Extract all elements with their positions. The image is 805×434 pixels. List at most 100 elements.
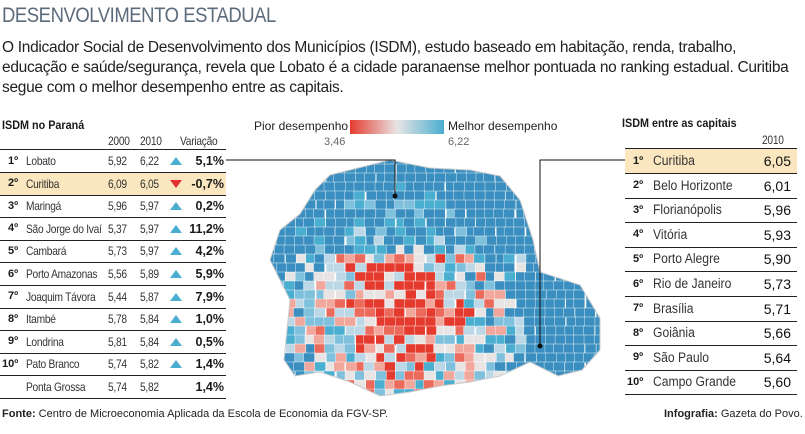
rank: 4º <box>8 222 19 235</box>
municipality-cell <box>465 398 476 408</box>
lobato-marker <box>392 193 398 199</box>
city-name: Cambará <box>26 244 67 259</box>
municipality-cell <box>493 298 506 310</box>
municipality-cell <box>363 334 375 346</box>
municipality-cell <box>443 370 455 382</box>
municipality-cell <box>334 379 347 391</box>
municipality-cell <box>285 163 297 175</box>
municipality-cell <box>553 361 565 373</box>
arrow-up-icon <box>170 157 182 165</box>
municipality-cell <box>525 298 537 310</box>
municipality-cell <box>433 235 446 247</box>
capitals-table: 1º Curitiba 6,05 2º Belo Horizonte 6,01 3º Flor… <box>625 148 797 399</box>
municipality-cell <box>566 244 578 256</box>
municipality-cell <box>353 244 366 256</box>
municipality-cell <box>583 388 596 396</box>
municipality-cell <box>583 334 596 346</box>
municipality-cell <box>495 217 507 229</box>
municipality-cell <box>305 172 317 184</box>
municipality-cell <box>415 172 427 184</box>
municipality-cell <box>270 172 276 184</box>
municipality-cell <box>464 253 476 265</box>
municipality-cell <box>493 307 505 319</box>
municipality-cell <box>270 325 277 337</box>
municipality-cell <box>270 316 277 328</box>
municipality-cell <box>463 325 475 337</box>
city-name: Pato Branco <box>26 357 80 372</box>
municipality-cell <box>364 244 376 256</box>
municipality-cell <box>333 172 345 184</box>
municipality-cell <box>270 235 276 247</box>
municipality-cell <box>483 289 496 301</box>
municipality-cell <box>523 163 535 175</box>
municipality-cell <box>474 190 486 202</box>
municipality-cell <box>344 316 356 328</box>
municipality-cell <box>283 370 296 382</box>
municipality-cell <box>593 235 600 247</box>
municipality-cell <box>345 361 358 373</box>
municipality-cell <box>463 298 476 310</box>
municipality-cell <box>503 208 515 220</box>
municipality-cell <box>425 334 437 346</box>
municipality-cell <box>504 280 516 292</box>
municipality-cell <box>364 172 376 184</box>
municipality-cell <box>376 190 388 202</box>
value-2010: 5,97 <box>140 244 159 259</box>
municipality-cell <box>285 388 297 396</box>
municipality-cell <box>445 217 457 229</box>
municipality-cell <box>464 160 476 166</box>
municipality-cell <box>463 334 476 346</box>
municipality-cell <box>536 379 548 391</box>
municipality-cell <box>573 343 585 355</box>
municipality-cell <box>283 316 296 328</box>
municipality-cell <box>415 316 427 328</box>
municipality-cell <box>270 334 276 346</box>
variation: 1,0% <box>195 312 225 327</box>
municipality-cell <box>565 190 577 202</box>
municipality-cell <box>343 280 356 292</box>
municipality-cell <box>403 199 416 211</box>
municipality-cell <box>434 388 446 396</box>
city-name: Itambé <box>26 312 56 327</box>
municipality-cell <box>384 172 396 184</box>
municipality-cell <box>353 181 366 193</box>
municipality-cell <box>303 298 316 310</box>
intro-text: O Indicador Social de Desenvolvimento do… <box>2 39 789 96</box>
municipality-cell <box>465 235 477 247</box>
municipality-cell <box>443 271 456 283</box>
municipality-cell <box>536 398 547 408</box>
municipality-cell <box>396 398 407 408</box>
municipality-cell <box>426 325 438 337</box>
municipality-cell <box>595 181 600 193</box>
municipality-cell <box>333 325 346 337</box>
municipality-cell <box>593 163 600 175</box>
municipality-cell <box>345 388 358 396</box>
table-row: 10º Campo Grande 5,60 <box>625 370 797 396</box>
municipality-cell <box>473 352 485 364</box>
rank: 6º <box>633 277 644 290</box>
municipality-cell <box>413 325 426 337</box>
municipality-cell <box>314 217 326 229</box>
city-name: Vitória <box>653 226 688 242</box>
municipality-cell <box>334 190 347 202</box>
arrow-up-icon <box>170 292 182 301</box>
municipality-cell <box>270 190 277 202</box>
municipality-cell <box>374 217 386 229</box>
municipality-cell <box>344 307 356 319</box>
rank: 7º <box>633 302 644 315</box>
municipality-cell <box>335 271 348 283</box>
municipality-cell <box>294 271 307 283</box>
municipality-cell <box>274 208 287 220</box>
municipality-cell <box>383 262 396 274</box>
municipality-cell <box>384 316 396 328</box>
municipality-cell <box>573 298 586 310</box>
rank: 2º <box>8 177 19 190</box>
municipality-cell <box>574 398 585 408</box>
table-row: 1º Lobato 5,92 6,22 5,1% <box>0 150 226 173</box>
municipality-cell <box>534 388 547 396</box>
municipality-cell <box>413 253 426 265</box>
table-row: 4º Vitória 5,93 <box>625 223 797 248</box>
municipality-cell <box>483 244 495 256</box>
rank: 10º <box>2 357 19 370</box>
municipality-cell <box>415 271 427 283</box>
